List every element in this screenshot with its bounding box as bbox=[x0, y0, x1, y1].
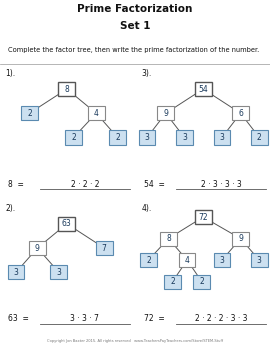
FancyBboxPatch shape bbox=[164, 275, 181, 289]
Text: 8: 8 bbox=[65, 84, 69, 93]
Text: 8: 8 bbox=[166, 234, 171, 243]
Text: 2 · 3 · 3 · 3: 2 · 3 · 3 · 3 bbox=[201, 180, 242, 189]
FancyBboxPatch shape bbox=[96, 241, 113, 255]
FancyBboxPatch shape bbox=[251, 253, 268, 267]
FancyBboxPatch shape bbox=[50, 265, 67, 279]
FancyBboxPatch shape bbox=[179, 253, 195, 267]
Text: 3: 3 bbox=[145, 133, 150, 142]
FancyBboxPatch shape bbox=[29, 241, 46, 255]
Text: 54  =: 54 = bbox=[144, 180, 165, 189]
Text: Set 1: Set 1 bbox=[120, 21, 150, 31]
FancyBboxPatch shape bbox=[176, 131, 193, 145]
FancyBboxPatch shape bbox=[232, 231, 249, 246]
Text: 2).: 2). bbox=[5, 204, 15, 212]
Text: 3: 3 bbox=[220, 133, 224, 142]
Text: 54: 54 bbox=[198, 84, 208, 93]
Text: 1).: 1). bbox=[5, 69, 15, 78]
FancyBboxPatch shape bbox=[195, 82, 211, 96]
FancyBboxPatch shape bbox=[8, 265, 24, 279]
FancyBboxPatch shape bbox=[251, 131, 268, 145]
FancyBboxPatch shape bbox=[194, 275, 210, 289]
Text: 2: 2 bbox=[146, 256, 151, 265]
Text: 2: 2 bbox=[71, 133, 76, 142]
Text: 6: 6 bbox=[238, 109, 243, 118]
FancyBboxPatch shape bbox=[65, 131, 82, 145]
FancyBboxPatch shape bbox=[21, 106, 38, 120]
Text: 2: 2 bbox=[200, 277, 204, 286]
Text: 7: 7 bbox=[102, 244, 107, 252]
Text: 9: 9 bbox=[35, 244, 40, 252]
Text: 9: 9 bbox=[238, 234, 243, 243]
Text: 63: 63 bbox=[62, 219, 72, 228]
Text: 3: 3 bbox=[257, 256, 262, 265]
Text: 63  =: 63 = bbox=[8, 314, 29, 323]
Text: Prime Factorization: Prime Factorization bbox=[77, 4, 193, 14]
Text: 8  =: 8 = bbox=[8, 180, 24, 189]
Text: 2: 2 bbox=[27, 109, 32, 118]
FancyBboxPatch shape bbox=[232, 106, 249, 120]
Text: 9: 9 bbox=[163, 109, 168, 118]
Text: 4: 4 bbox=[94, 109, 99, 118]
Text: 3: 3 bbox=[220, 256, 224, 265]
FancyBboxPatch shape bbox=[214, 253, 230, 267]
FancyBboxPatch shape bbox=[214, 131, 230, 145]
Text: 2: 2 bbox=[115, 133, 120, 142]
Text: 2 · 2 · 2: 2 · 2 · 2 bbox=[71, 180, 99, 189]
FancyBboxPatch shape bbox=[139, 131, 156, 145]
FancyBboxPatch shape bbox=[109, 131, 126, 145]
Text: 3 · 3 · 7: 3 · 3 · 7 bbox=[70, 314, 99, 323]
Text: 72: 72 bbox=[198, 212, 208, 222]
Text: 4).: 4). bbox=[142, 204, 152, 212]
Text: 2: 2 bbox=[257, 133, 262, 142]
Text: 4: 4 bbox=[185, 256, 190, 265]
Text: Copyright Jon Baxter 2015. All rights reserved   www.TeachersPayTeachers.com/Sto: Copyright Jon Baxter 2015. All rights re… bbox=[47, 340, 223, 343]
FancyBboxPatch shape bbox=[59, 217, 75, 231]
Text: 2: 2 bbox=[170, 277, 175, 286]
Text: Complete the factor tree, then write the prime factorization of the number.: Complete the factor tree, then write the… bbox=[8, 47, 259, 52]
Text: 3: 3 bbox=[14, 268, 18, 277]
FancyBboxPatch shape bbox=[59, 82, 75, 96]
Text: 3: 3 bbox=[56, 268, 61, 277]
FancyBboxPatch shape bbox=[195, 210, 211, 224]
Text: 2 · 2 · 2 · 3 · 3: 2 · 2 · 2 · 3 · 3 bbox=[195, 314, 248, 323]
FancyBboxPatch shape bbox=[88, 106, 104, 120]
FancyBboxPatch shape bbox=[140, 253, 157, 267]
Text: 3).: 3). bbox=[142, 69, 152, 78]
FancyBboxPatch shape bbox=[160, 231, 177, 246]
Text: 72  =: 72 = bbox=[144, 314, 165, 323]
Text: 3: 3 bbox=[182, 133, 187, 142]
FancyBboxPatch shape bbox=[157, 106, 174, 120]
